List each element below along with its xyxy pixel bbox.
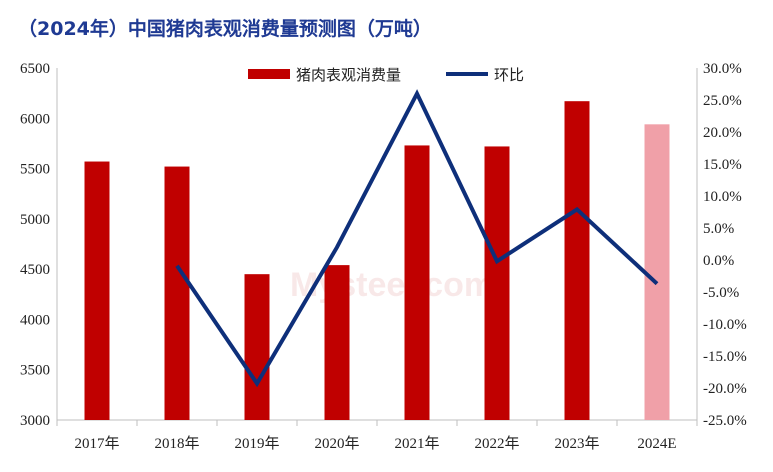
x-tick-label: 2021年 <box>394 435 439 452</box>
bar <box>84 161 110 420</box>
bar-forecast <box>644 124 670 420</box>
left-tick-label: 4500 <box>20 262 50 278</box>
left-tick-label: 6500 <box>20 61 50 77</box>
bar <box>324 265 350 420</box>
axes: 3000 3500 4000 4500 5000 5500 6000 6500 -25.0% -2… <box>20 61 747 452</box>
left-tick-label: 3000 <box>20 413 50 429</box>
bar <box>244 274 270 420</box>
right-tick-label: 0.0% <box>703 253 734 269</box>
right-tick-label: 30.0% <box>703 61 742 77</box>
right-tick-label: -20.0% <box>703 381 747 397</box>
x-tick-label: 2023年 <box>554 435 599 452</box>
x-tick-label: 2020年 <box>314 435 359 452</box>
x-tick-label: 2017年 <box>74 435 119 452</box>
bar <box>404 145 430 420</box>
left-tick-label: 5000 <box>20 212 50 228</box>
x-tick-label: 2024E <box>637 436 676 452</box>
bar-series <box>84 101 670 420</box>
bar <box>484 146 510 420</box>
right-tick-label: 10.0% <box>703 189 742 205</box>
legend-swatch-consumption <box>248 69 290 79</box>
x-tick-label: 2022年 <box>474 435 519 452</box>
chart-title: （2024年）中国猪肉表观消费量预测图（万吨） <box>18 18 432 40</box>
bar <box>564 101 590 420</box>
right-tick-label: -15.0% <box>703 349 747 365</box>
left-tick-label: 5500 <box>20 162 50 178</box>
right-tick-label: -5.0% <box>703 285 739 301</box>
legend: 猪肉表观消费量 环比 <box>248 66 524 84</box>
right-tick-label: -25.0% <box>703 413 747 429</box>
legend-label-mom: 环比 <box>494 66 524 84</box>
right-tick-label: 20.0% <box>703 125 742 141</box>
line-series <box>175 89 659 388</box>
legend-label-consumption: 猪肉表观消费量 <box>296 66 401 84</box>
right-tick-label: 15.0% <box>703 157 742 173</box>
left-tick-label: 3500 <box>20 363 50 379</box>
right-tick-label: 5.0% <box>703 221 734 237</box>
left-tick-label: 6000 <box>20 111 50 127</box>
right-tick-label: 25.0% <box>703 93 742 109</box>
right-tick-label: -10.0% <box>703 317 747 333</box>
x-tick-label: 2018年 <box>154 435 199 452</box>
bar <box>164 166 190 420</box>
x-tick-label: 2019年 <box>234 435 279 452</box>
left-tick-label: 4000 <box>20 312 50 328</box>
